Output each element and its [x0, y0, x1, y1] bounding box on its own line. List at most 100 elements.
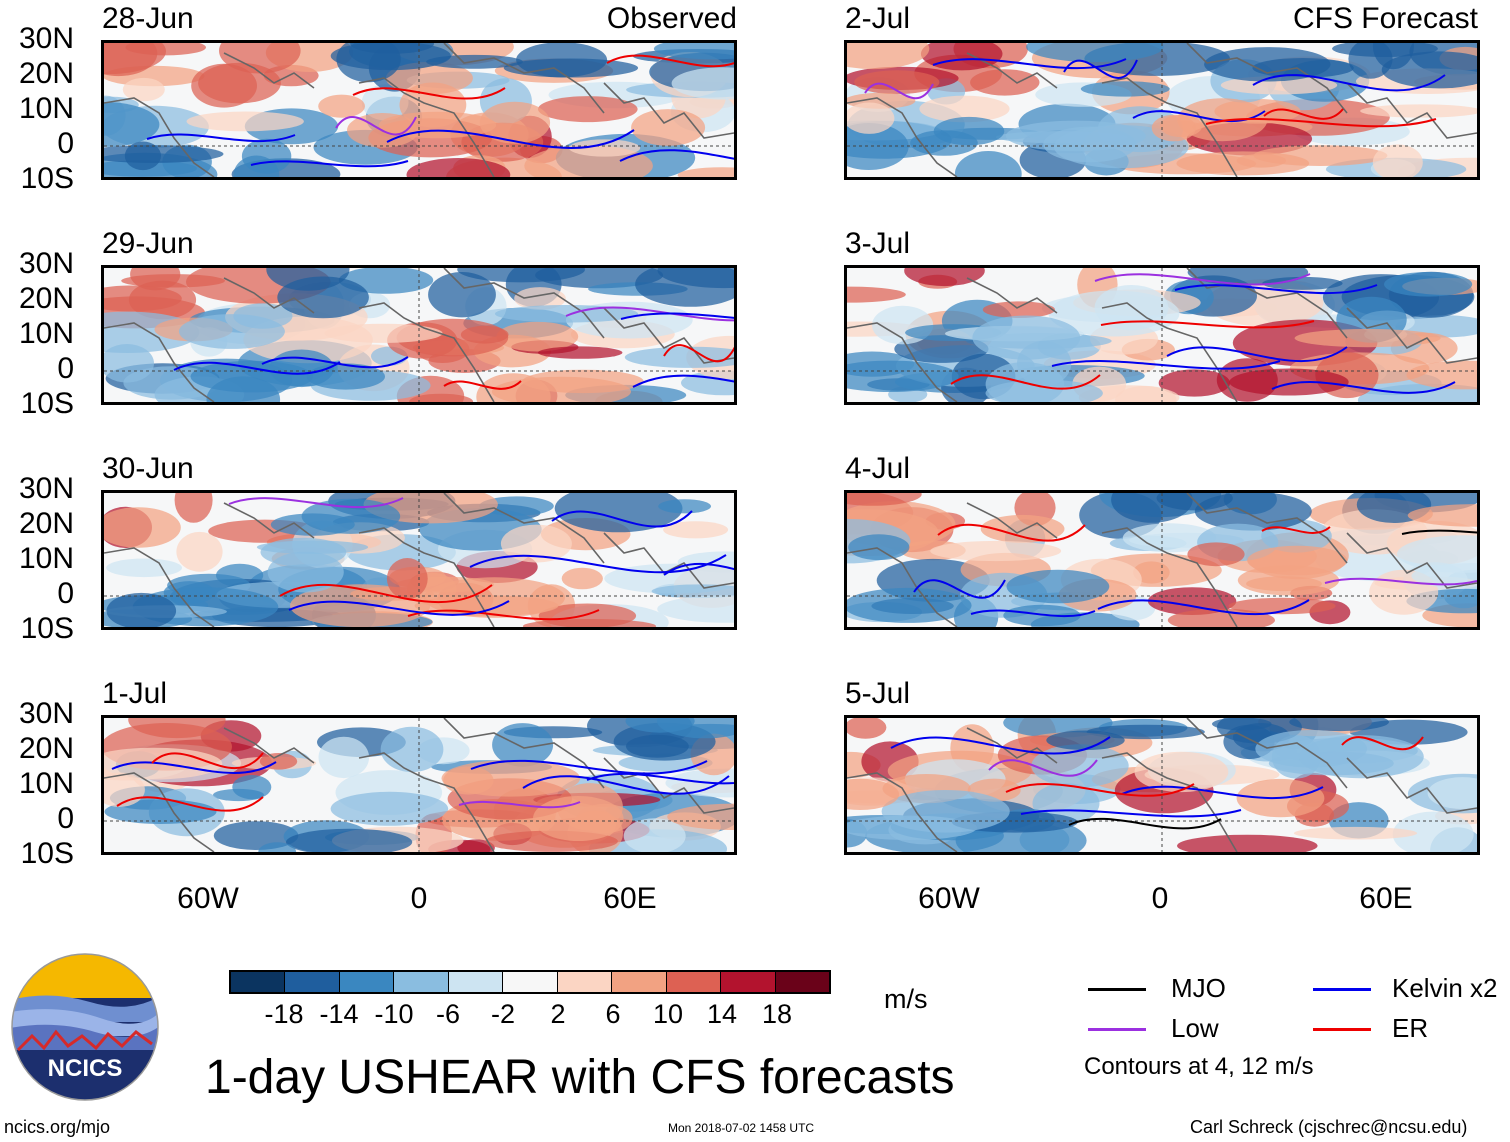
shear-shading-cell [104, 285, 182, 312]
shear-shading-cell [104, 507, 181, 548]
shear-shading-cell [206, 376, 281, 402]
lon-label: 60W [918, 882, 980, 915]
shear-shading-cell [657, 268, 734, 289]
panel-date-label: 5-Jul [845, 677, 911, 710]
shear-shading-cell [847, 286, 906, 303]
coastline [603, 82, 734, 139]
coastline [1346, 757, 1477, 814]
coastline [223, 52, 315, 89]
shear-shading-cell [569, 139, 641, 157]
lat-label: 30N [18, 22, 74, 55]
shear-field-map [847, 268, 1477, 402]
panel-date-label: 1-Jul [102, 677, 168, 710]
shear-shading-cell [232, 775, 272, 800]
shear-shading-cell [1031, 744, 1129, 788]
coastline [223, 277, 315, 314]
coastline [443, 268, 605, 339]
shear-shading-cell [277, 276, 369, 319]
shear-shading-cell [1293, 826, 1418, 840]
lat-label: 0 [57, 352, 74, 385]
coastline [847, 772, 958, 852]
colorbar-tick-label: 18 [761, 999, 793, 1029]
shear-shading-cell [104, 43, 166, 74]
lat-label: 30N [18, 247, 74, 280]
shear-shading-cell [286, 828, 413, 852]
footer-author: Carl Schreck (cjschrec@ncsu.edu) [1190, 1117, 1468, 1137]
shear-shading-cell [1228, 597, 1336, 615]
shear-shading-cell [324, 323, 443, 343]
coastline [104, 97, 215, 177]
contour-line [950, 374, 1101, 390]
shear-shading-cell [554, 493, 683, 533]
contour-line [1020, 809, 1242, 818]
contour-line [228, 497, 404, 509]
footer-link[interactable]: ncics.org/mjo [4, 1117, 111, 1137]
shear-shading-cell [460, 325, 509, 344]
contour-line [937, 523, 1086, 542]
shear-shading-cell [1005, 120, 1146, 152]
shear-shading-cell [122, 77, 165, 102]
shear-shading-cell [1372, 144, 1423, 177]
shear-shading-cell [301, 498, 401, 534]
contour-line [146, 133, 296, 143]
coastline [847, 322, 958, 402]
contour-line [1271, 381, 1456, 394]
lat-label: 10N [18, 317, 74, 350]
colorbar-tick-label: 14 [706, 999, 738, 1029]
contour-line [1252, 74, 1446, 92]
shear-shading-cell [516, 43, 608, 78]
coastline [966, 52, 1058, 89]
ncics-logo-graphic: NCICS [11, 953, 159, 1101]
shear-shading-cell [930, 540, 1062, 562]
shear-shading-cell [1212, 718, 1272, 731]
colorbar-tick-label: -14 [319, 999, 359, 1029]
contour-line [1401, 529, 1477, 535]
legend-label-kelvin: Kelvin x2 [1392, 973, 1498, 1003]
shear-shading-cell [494, 305, 639, 323]
shear-shading-cell [847, 718, 887, 739]
shear-shading-cell [1397, 535, 1477, 573]
shear-shading-cell [522, 369, 644, 394]
shear-field-map [104, 718, 734, 852]
contour-line [407, 609, 600, 621]
contour-line [1324, 577, 1477, 586]
shear-shading-cell [233, 303, 293, 329]
coastline [1186, 493, 1348, 564]
shear-shading-cell [982, 301, 1055, 318]
shear-shading-cell [1177, 834, 1318, 852]
lat-label: 10S [20, 612, 74, 645]
contour-line [1261, 526, 1331, 534]
shear-shading-cell [1262, 276, 1343, 290]
lon-label: 60W [177, 882, 239, 915]
contour-line [970, 609, 1096, 618]
shear-shading-cell [1046, 730, 1125, 751]
contour-line [1263, 108, 1344, 120]
contour-line [619, 149, 734, 162]
shear-shading-cell [847, 587, 972, 623]
contour-line [1005, 783, 1195, 797]
contour-line [864, 82, 934, 100]
shear-shading-cell [443, 766, 494, 795]
contour-line [469, 554, 727, 574]
shear-shading-cell [386, 558, 428, 600]
coastline [966, 502, 1058, 539]
coastline [1101, 752, 1238, 852]
legend-line-er [1313, 1028, 1371, 1031]
shear-shading-cell [406, 158, 511, 177]
shear-shading-cell [457, 839, 495, 852]
shear-shading-cell [330, 791, 449, 826]
panel-date-label: 29-Jun [102, 227, 194, 260]
colorbar [229, 970, 831, 994]
coastline [1346, 82, 1477, 139]
ncics-logo: NCICS [10, 952, 160, 1102]
contour-line [586, 772, 734, 785]
shear-shading-cell [104, 799, 217, 824]
colorbar-swatch [448, 972, 504, 992]
shear-shading-cell [1406, 360, 1477, 390]
legend-line-kelvin [1313, 988, 1371, 991]
lat-label: 20N [18, 57, 74, 90]
shear-shading-cell [1392, 811, 1474, 852]
shear-shading-cell [1407, 504, 1477, 527]
contour-line [1051, 360, 1281, 370]
coastline [358, 527, 495, 627]
